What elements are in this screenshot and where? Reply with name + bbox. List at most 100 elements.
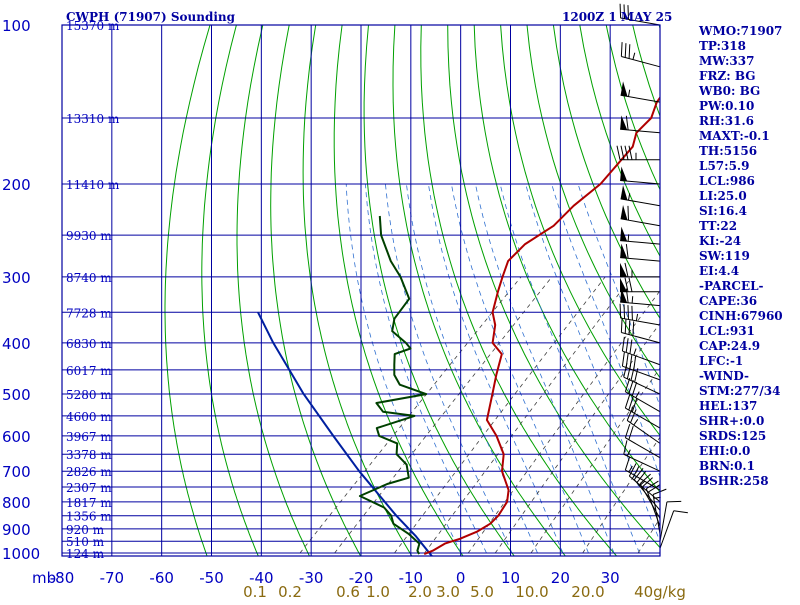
index-line: PW:0.10 bbox=[699, 99, 754, 113]
dry-adiabat bbox=[165, 25, 210, 564]
barb-staff bbox=[620, 302, 660, 305]
height-label: 2307 m bbox=[66, 481, 112, 495]
barb-flag bbox=[625, 43, 626, 57]
pressure-tick-label: 600 bbox=[2, 428, 31, 446]
index-line: TT:22 bbox=[699, 219, 737, 233]
index-line: RH:31.6 bbox=[699, 114, 754, 128]
mixing-ratio-line bbox=[495, 277, 694, 553]
barb-half-flag bbox=[628, 234, 629, 241]
mixing-ratio-label: 10.0 bbox=[515, 583, 548, 600]
height-label: 8740 m bbox=[66, 271, 112, 285]
temperature-tick-label: 20 bbox=[551, 569, 570, 587]
index-line: L57:5.9 bbox=[699, 159, 749, 173]
barb-flag bbox=[629, 278, 632, 292]
barb-staff bbox=[625, 392, 660, 412]
index-line: KI:-24 bbox=[699, 234, 741, 248]
height-label: 13310 m bbox=[66, 112, 120, 126]
barb-flag bbox=[626, 244, 628, 258]
dry-adiabat bbox=[237, 25, 314, 564]
dry-adiabat bbox=[791, 25, 800, 564]
dry-adiabat bbox=[303, 25, 417, 564]
pressure-tick-label: 900 bbox=[2, 521, 31, 539]
height-label: 11410 m bbox=[66, 178, 120, 192]
dry-adiabat bbox=[448, 25, 676, 564]
wind-barb bbox=[620, 288, 660, 305]
moist-adiabat bbox=[451, 184, 588, 553]
temperature-tick-label: -50 bbox=[199, 569, 224, 587]
pressure-tick-label: 1000 bbox=[2, 545, 40, 563]
height-label: 6017 m bbox=[66, 364, 112, 378]
barb-flag bbox=[631, 367, 634, 381]
barb-flag bbox=[628, 305, 629, 319]
barb-half-flag bbox=[634, 349, 636, 356]
mixing-ratio-label: 5.0 bbox=[470, 583, 494, 600]
index-line: LFC:-1 bbox=[699, 354, 743, 368]
barb-flag bbox=[628, 206, 629, 220]
index-line: EI:4.4 bbox=[699, 264, 739, 278]
barb-flag bbox=[633, 321, 634, 335]
barb-pennant bbox=[621, 205, 628, 220]
mixing-ratio-label: 0.6 bbox=[336, 583, 360, 600]
barb-flag bbox=[674, 511, 688, 513]
moist-adiabat bbox=[475, 184, 614, 553]
wind-barb bbox=[640, 474, 660, 518]
index-line: SRDS:125 bbox=[699, 429, 766, 443]
index-line: HEL:137 bbox=[699, 399, 757, 413]
mixing-ratio-line bbox=[425, 277, 632, 553]
height-label: 4600 m bbox=[66, 410, 112, 424]
index-line: CINH:67960 bbox=[699, 309, 783, 323]
barb-half-flag bbox=[636, 392, 640, 398]
index-line: -WIND- bbox=[699, 369, 749, 383]
height-label: 3967 m bbox=[66, 430, 112, 444]
temperature-trace bbox=[424, 25, 708, 554]
mixing-ratio-label: 1.0 bbox=[366, 583, 390, 600]
mixing-ratio-label: 2.0 bbox=[408, 583, 432, 600]
barb-flag bbox=[629, 380, 633, 394]
pressure-tick-label: 100 bbox=[2, 17, 31, 35]
index-line: CAPE:36 bbox=[699, 294, 757, 308]
mixing-ratio-label: 3.0 bbox=[436, 583, 460, 600]
barb-flag bbox=[624, 304, 625, 318]
barb-staff bbox=[621, 333, 660, 343]
barb-flag bbox=[617, 146, 620, 160]
moist-adiabat bbox=[578, 184, 716, 553]
label-layer: CWPH (71907) Sounding 1200Z 1 MAY 25 100… bbox=[2, 10, 686, 600]
pressure-tick-label: 400 bbox=[2, 335, 31, 353]
barb-flag bbox=[629, 320, 630, 334]
height-label: 7728 m bbox=[66, 306, 112, 320]
barb-flag bbox=[625, 394, 629, 408]
index-line: LI:25.0 bbox=[699, 189, 747, 203]
height-label: 2826 m bbox=[66, 465, 112, 479]
barb-flag bbox=[621, 42, 622, 56]
barb-flag bbox=[629, 426, 633, 440]
grid-layer bbox=[62, 25, 800, 564]
temperature-tick-label: -30 bbox=[299, 569, 324, 587]
height-label: 1817 m bbox=[66, 496, 112, 510]
height-label: 5280 m bbox=[66, 388, 112, 402]
barb-staff bbox=[622, 351, 660, 365]
index-line: TP:318 bbox=[699, 39, 746, 53]
barb-staff bbox=[634, 480, 660, 511]
parcel-trace bbox=[258, 312, 432, 556]
barb-flag bbox=[621, 318, 622, 332]
dry-adiabat bbox=[421, 25, 624, 564]
index-line: BRN:0.1 bbox=[699, 459, 755, 473]
barb-flag bbox=[625, 319, 626, 333]
barb-flag bbox=[632, 306, 633, 320]
barb-staff bbox=[620, 241, 660, 244]
barb-flag bbox=[622, 352, 624, 366]
barb-half-flag bbox=[628, 193, 629, 200]
index-line: STM:277/34 bbox=[699, 384, 780, 398]
index-line: WMO:71907 bbox=[698, 24, 782, 38]
moist-adiabat bbox=[406, 184, 537, 553]
moist-adiabat bbox=[526, 184, 665, 553]
index-line: BSHR:258 bbox=[699, 474, 769, 488]
dry-adiabat bbox=[393, 25, 572, 564]
barb-half-flag bbox=[632, 296, 633, 303]
wind-barb bbox=[620, 263, 660, 277]
dry-adiabat bbox=[765, 25, 800, 564]
barb-staff bbox=[627, 420, 660, 443]
